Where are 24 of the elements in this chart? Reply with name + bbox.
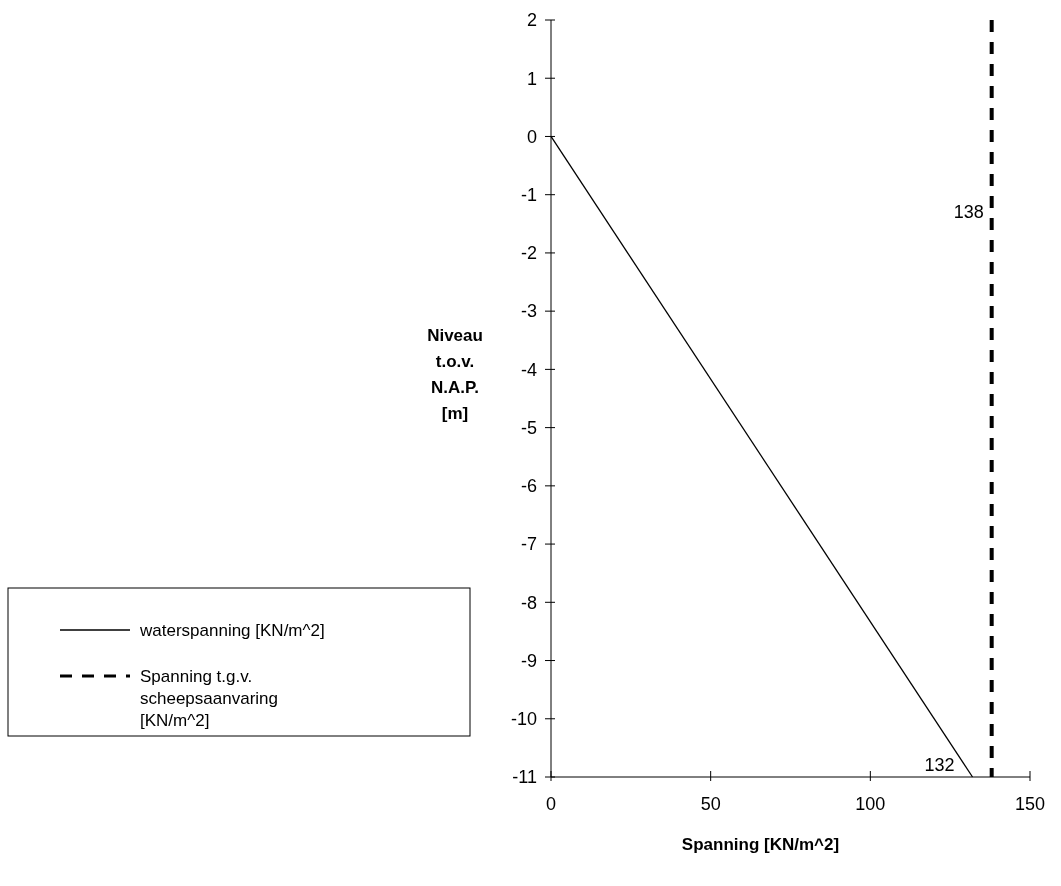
x-tick-label: 100 <box>855 794 886 814</box>
y-tick-label: -8 <box>520 592 537 613</box>
x-tick-label: 0 <box>545 794 557 814</box>
y-axis-title: Niveau t.o.v. N.A.P. [m] <box>427 326 483 423</box>
y-tick-label: -3 <box>520 301 537 322</box>
legend-label: Spanning t.g.v. scheepsaanvaring [KN/m^2] <box>140 667 278 730</box>
y-tick-label: -1 <box>520 184 537 205</box>
y-tick-label: -4 <box>520 359 537 380</box>
y-tick-label: -5 <box>520 417 537 438</box>
y-tick-label: 0 <box>526 126 537 147</box>
annotation: 132 <box>924 755 955 776</box>
x-tick-label: 50 <box>700 794 721 814</box>
y-tick-label: -7 <box>520 534 537 555</box>
y-tick-label: -10 <box>510 709 537 730</box>
x-tick-label: 150 <box>1014 794 1046 814</box>
legend-label: waterspanning [KN/m^2] <box>139 621 325 640</box>
y-tick-label: 1 <box>526 68 537 89</box>
y-tick-label: 2 <box>526 10 537 31</box>
y-tick-label: -11 <box>512 767 537 788</box>
annotation: 138 <box>953 202 984 223</box>
x-axis-title: Spanning [KN/m^2] <box>681 835 840 854</box>
y-tick-label: -6 <box>520 476 537 497</box>
y-tick-label: -2 <box>520 243 537 264</box>
y-tick-label: -9 <box>520 650 537 671</box>
